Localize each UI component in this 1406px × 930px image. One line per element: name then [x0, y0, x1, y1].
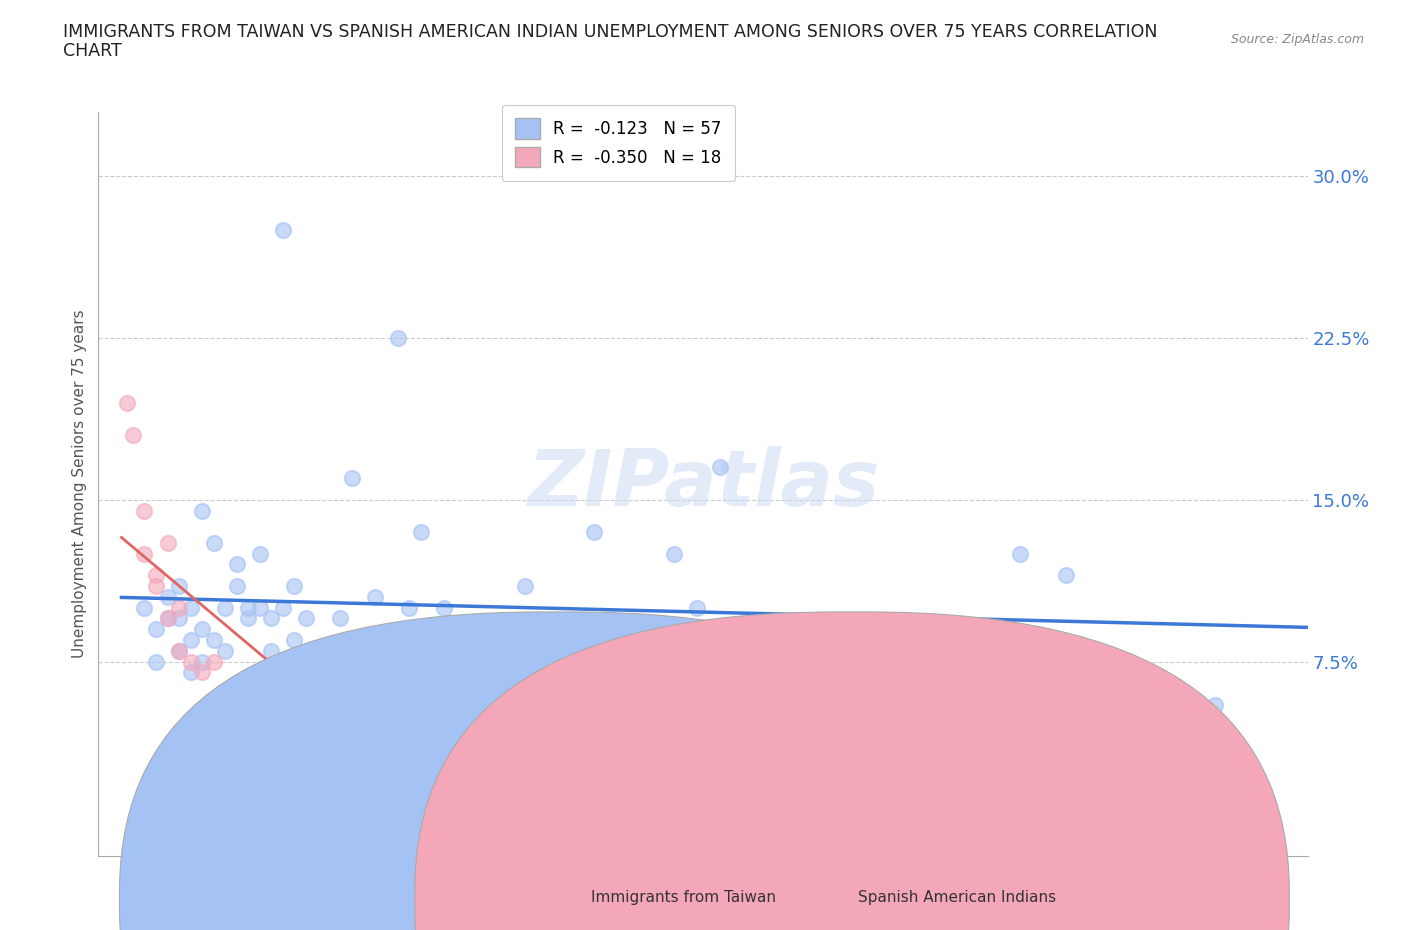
Point [180, 654, 202, 669]
Text: CHART: CHART [63, 42, 122, 60]
Point [134, 546, 156, 561]
Point [444, 698, 467, 712]
Point [307, 644, 329, 658]
Point [686, 600, 709, 615]
Point [1090, 665, 1112, 680]
Point [180, 665, 202, 680]
Point [456, 622, 478, 637]
Point [329, 611, 352, 626]
Text: 10.0%: 10.0% [1216, 888, 1272, 906]
Point [156, 611, 179, 626]
Point [180, 632, 202, 647]
Text: Source: ZipAtlas.com: Source: ZipAtlas.com [1230, 33, 1364, 46]
Point [134, 503, 156, 518]
Point [202, 632, 225, 647]
Point [778, 622, 800, 637]
Point [260, 611, 283, 626]
Point [387, 330, 409, 345]
Point [318, 698, 340, 712]
Point [294, 611, 316, 626]
Point [191, 654, 214, 669]
Point [1054, 568, 1077, 583]
Point [1204, 698, 1226, 712]
Point [191, 622, 214, 637]
Point [801, 665, 824, 680]
Point [409, 525, 432, 539]
Point [145, 578, 167, 593]
Point [122, 428, 145, 443]
Point [283, 686, 305, 701]
Point [225, 578, 247, 593]
Point [156, 611, 179, 626]
Text: 0.0%: 0.0% [121, 888, 167, 906]
Point [236, 611, 259, 626]
Point [340, 675, 363, 690]
Point [167, 644, 190, 658]
Point [709, 460, 731, 475]
Point [1008, 546, 1031, 561]
Point [180, 600, 202, 615]
Point [249, 600, 271, 615]
Legend: R =  -0.123   N = 57, R =  -0.350   N = 18: R = -0.123 N = 57, R = -0.350 N = 18 [502, 105, 735, 180]
Point [283, 578, 305, 593]
Point [433, 600, 456, 615]
Point [571, 675, 593, 690]
Point [202, 654, 225, 669]
Point [134, 600, 156, 615]
Point [398, 600, 420, 615]
Point [236, 600, 259, 615]
Point [115, 395, 138, 410]
Point [536, 622, 558, 637]
Y-axis label: Unemployment Among Seniors over 75 years: Unemployment Among Seniors over 75 years [72, 310, 87, 658]
Point [236, 698, 259, 712]
Point [145, 568, 167, 583]
Point [283, 632, 305, 647]
Point [145, 654, 167, 669]
Point [664, 546, 686, 561]
Point [271, 223, 294, 238]
Point [156, 590, 179, 604]
Point [167, 600, 190, 615]
Point [318, 675, 340, 690]
Point [513, 578, 536, 593]
Point [167, 611, 190, 626]
Point [260, 644, 283, 658]
Point [1170, 686, 1192, 701]
Text: ZIPatlas: ZIPatlas [527, 445, 879, 522]
Point [582, 525, 605, 539]
Text: IMMIGRANTS FROM TAIWAN VS SPANISH AMERICAN INDIAN UNEMPLOYMENT AMONG SENIORS OVE: IMMIGRANTS FROM TAIWAN VS SPANISH AMERIC… [63, 23, 1157, 41]
Point [214, 644, 236, 658]
Text: Immigrants from Taiwan: Immigrants from Taiwan [591, 890, 776, 905]
Text: Spanish American Indians: Spanish American Indians [858, 890, 1056, 905]
Point [398, 698, 420, 712]
Point [145, 622, 167, 637]
Point [375, 665, 398, 680]
Point [294, 654, 316, 669]
Point [271, 600, 294, 615]
Point [191, 503, 214, 518]
Point [225, 675, 247, 690]
Point [202, 536, 225, 551]
Point [167, 644, 190, 658]
Point [214, 600, 236, 615]
Point [340, 471, 363, 485]
Point [249, 546, 271, 561]
Point [156, 536, 179, 551]
Point [364, 590, 387, 604]
Point [167, 578, 190, 593]
Point [225, 557, 247, 572]
Point [191, 665, 214, 680]
